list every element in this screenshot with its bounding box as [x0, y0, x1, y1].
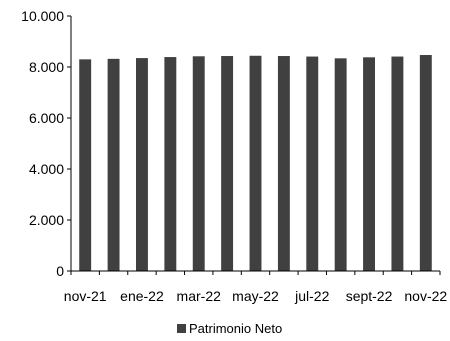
- bar-oct-22: [391, 56, 404, 271]
- bar-nov-21: [79, 59, 92, 271]
- x-tick-label: nov-21: [64, 288, 107, 304]
- bars-group: [79, 55, 432, 272]
- bar-mar-22: [192, 56, 205, 271]
- bar-nov-22: [419, 55, 432, 271]
- x-tick-label: may-22: [232, 288, 279, 304]
- y-tick-label: 6.000: [29, 110, 64, 126]
- x-tick-label: ene-22: [120, 288, 164, 304]
- bar-jun-22: [277, 56, 290, 271]
- y-tick-label: 2.000: [29, 212, 64, 228]
- y-tick-label: 10.000: [21, 8, 64, 24]
- y-tick-label: 0: [56, 263, 64, 279]
- y-tick-label: 8.000: [29, 59, 64, 75]
- x-tick-label: jul-22: [294, 288, 329, 304]
- bar-jul-22: [306, 56, 319, 271]
- y-axis-ticks: 0 2.000 4.000 6.000 8.000 10.000: [21, 8, 71, 279]
- x-axis-ticks: nov-21 ene-22 mar-22 may-22 jul-22 sept-22 nov…: [64, 271, 447, 304]
- axes-group: [70, 16, 440, 272]
- bar-may-22: [249, 55, 262, 271]
- bar-ago-22: [334, 58, 347, 271]
- y-tick-label: 4.000: [29, 161, 64, 177]
- x-tick-label: nov-22: [404, 288, 447, 304]
- bar-feb-22: [164, 57, 177, 272]
- bar-sept-22: [363, 57, 375, 272]
- bar-dic-21: [107, 58, 120, 272]
- bar-ene-22: [136, 58, 148, 271]
- legend-swatch: [177, 324, 186, 333]
- x-tick-label: sept-22: [346, 288, 393, 304]
- legend: Patrimonio Neto: [177, 321, 282, 336]
- bar-abr-22: [221, 56, 234, 271]
- x-tick-label: mar-22: [177, 288, 222, 304]
- legend-label: Patrimonio Neto: [189, 321, 282, 336]
